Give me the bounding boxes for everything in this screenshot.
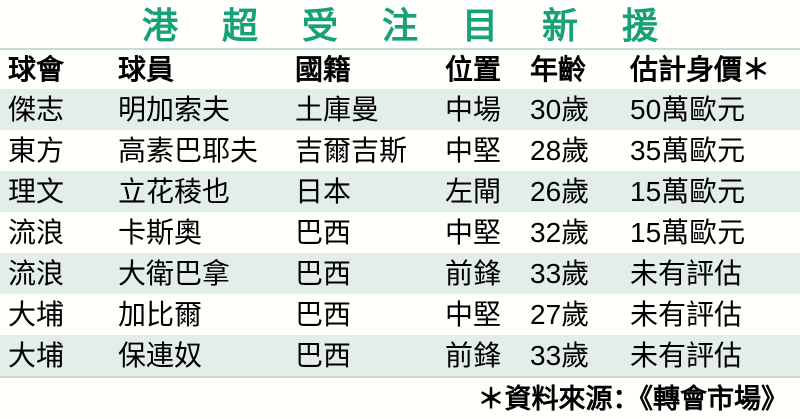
table-cell: 28歲	[530, 134, 590, 166]
table-header-row: 球會 球員 國籍 位置 年齡 估計身價＊	[0, 50, 800, 89]
table-cell: 26歲	[530, 175, 590, 207]
title-divider	[0, 48, 800, 50]
table-cell: 卡斯奧	[118, 216, 203, 248]
table-cell: 中堅	[445, 134, 502, 166]
table-cell: 大埔	[8, 339, 65, 371]
table-cell: 大衛巴拿	[118, 257, 231, 289]
table-row: 東方 高素巴耶夫 吉爾吉斯 中堅 28歲 35萬歐元	[0, 130, 800, 171]
table-cell: 土庫曼	[295, 93, 380, 125]
table-cell: 加比爾	[118, 298, 203, 330]
table-cell: 吉爾吉斯	[295, 134, 408, 166]
table-cell: 左閘	[445, 175, 502, 207]
column-header-club: 球會	[8, 53, 65, 85]
table-row: 大埔 保連奴 巴西 前鋒 33歲 未有評估	[0, 335, 800, 376]
table-cell: 明加索夫	[118, 93, 231, 125]
column-header-position: 位置	[445, 53, 502, 85]
table-cell: 30歲	[530, 93, 590, 125]
table-cell: 未有評估	[630, 298, 743, 330]
table-row: 流浪 大衛巴拿 巴西 前鋒 33歲 未有評估	[0, 253, 800, 294]
table-cell: 15萬歐元	[630, 175, 746, 207]
table-cell: 傑志	[8, 93, 65, 125]
table-cell: 巴西	[295, 216, 352, 248]
table-cell: 巴西	[295, 298, 352, 330]
table-cell: 35萬歐元	[630, 134, 746, 166]
table-cell: 中場	[445, 93, 502, 125]
table-row: 傑志 明加索夫 土庫曼 中場 30歲 50萬歐元	[0, 89, 800, 130]
column-header-age: 年齡	[530, 53, 587, 85]
table-cell: 理文	[8, 175, 65, 207]
signings-table: 球會 球員 國籍 位置 年齡 估計身價＊ 傑志 明加索夫 土庫曼 中場 30歲 50萬歐元…	[0, 50, 800, 378]
table-cell: 流浪	[8, 216, 65, 248]
table-cell: 中堅	[445, 216, 502, 248]
table-cell: 流浪	[8, 257, 65, 289]
column-header-value: 估計身價＊	[630, 53, 771, 85]
table-cell: 大埔	[8, 298, 65, 330]
table-cell: 未有評估	[630, 339, 743, 371]
table-cell: 中堅	[445, 298, 502, 330]
table-cell: 立花稜也	[118, 175, 231, 207]
table-cell: 前鋒	[445, 257, 502, 289]
table-cell: 高素巴耶夫	[118, 134, 259, 166]
page-title: 港 超 受 注 目 新 援	[141, 5, 675, 46]
table-cell: 15萬歐元	[630, 216, 746, 248]
table-row: 大埔 加比爾 巴西 中堅 27歲 未有評估	[0, 294, 800, 335]
table-row: 流浪 卡斯奧 巴西 中堅 32歲 15萬歐元	[0, 212, 800, 253]
table-cell: 前鋒	[445, 339, 502, 371]
table-cell: 50萬歐元	[630, 93, 746, 125]
table-cell: 未有評估	[630, 257, 743, 289]
table-cell: 巴西	[295, 257, 352, 289]
table-body: 傑志 明加索夫 土庫曼 中場 30歲 50萬歐元 東方 高素巴耶夫 吉爾吉斯 中堅 28歲 35萬歐元…	[0, 89, 800, 376]
source-note: ＊資料來源：《轉會市場》	[477, 384, 789, 414]
table-row: 理文 立花稜也 日本 左閘 26歲 15萬歐元	[0, 171, 800, 212]
table-cell: 巴西	[295, 339, 352, 371]
table-cell: 保連奴	[118, 339, 203, 371]
table-cell: 日本	[295, 175, 352, 207]
column-header-nationality: 國籍	[295, 53, 352, 85]
table-cell: 27歲	[530, 298, 590, 330]
column-header-player: 球員	[118, 53, 175, 85]
table-cell: 33歲	[530, 257, 590, 289]
table-cell: 33歲	[530, 339, 590, 371]
table-cell: 東方	[8, 134, 65, 166]
table-cell: 32歲	[530, 216, 590, 248]
